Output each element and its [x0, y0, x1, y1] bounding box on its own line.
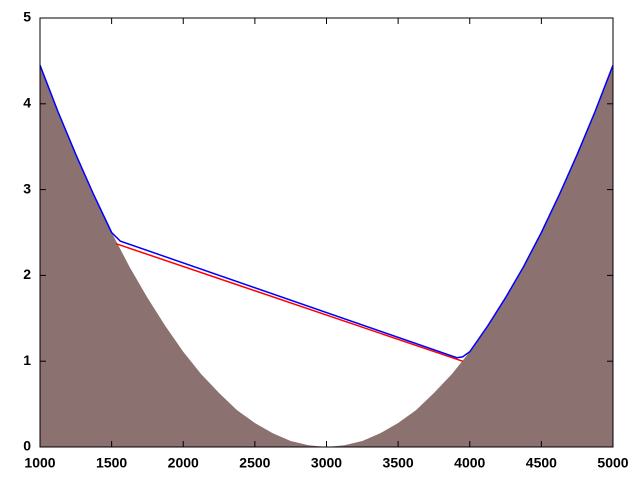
- x-tick-label: 2500: [239, 455, 270, 471]
- y-tick-label: 0: [23, 438, 31, 454]
- x-tick-label: 3000: [311, 455, 342, 471]
- area: [40, 65, 613, 447]
- line: [39, 64, 614, 359]
- x-tick-label: 5000: [597, 455, 628, 471]
- y-tick-label: 1: [23, 352, 31, 368]
- y-tick-label: 5: [23, 9, 31, 25]
- y-tick-label: 2: [23, 266, 31, 282]
- x-tick-label: 2000: [168, 455, 199, 471]
- line: [115, 242, 463, 362]
- y-tick-label: 3: [23, 180, 31, 196]
- x-tick-label: 4500: [526, 455, 557, 471]
- x-tick-label: 1000: [24, 455, 55, 471]
- x-tick-label: 3500: [383, 455, 414, 471]
- y-tick-label: 4: [23, 95, 31, 111]
- x-tick-label: 1500: [96, 455, 127, 471]
- x-tick-label: 4000: [454, 455, 485, 471]
